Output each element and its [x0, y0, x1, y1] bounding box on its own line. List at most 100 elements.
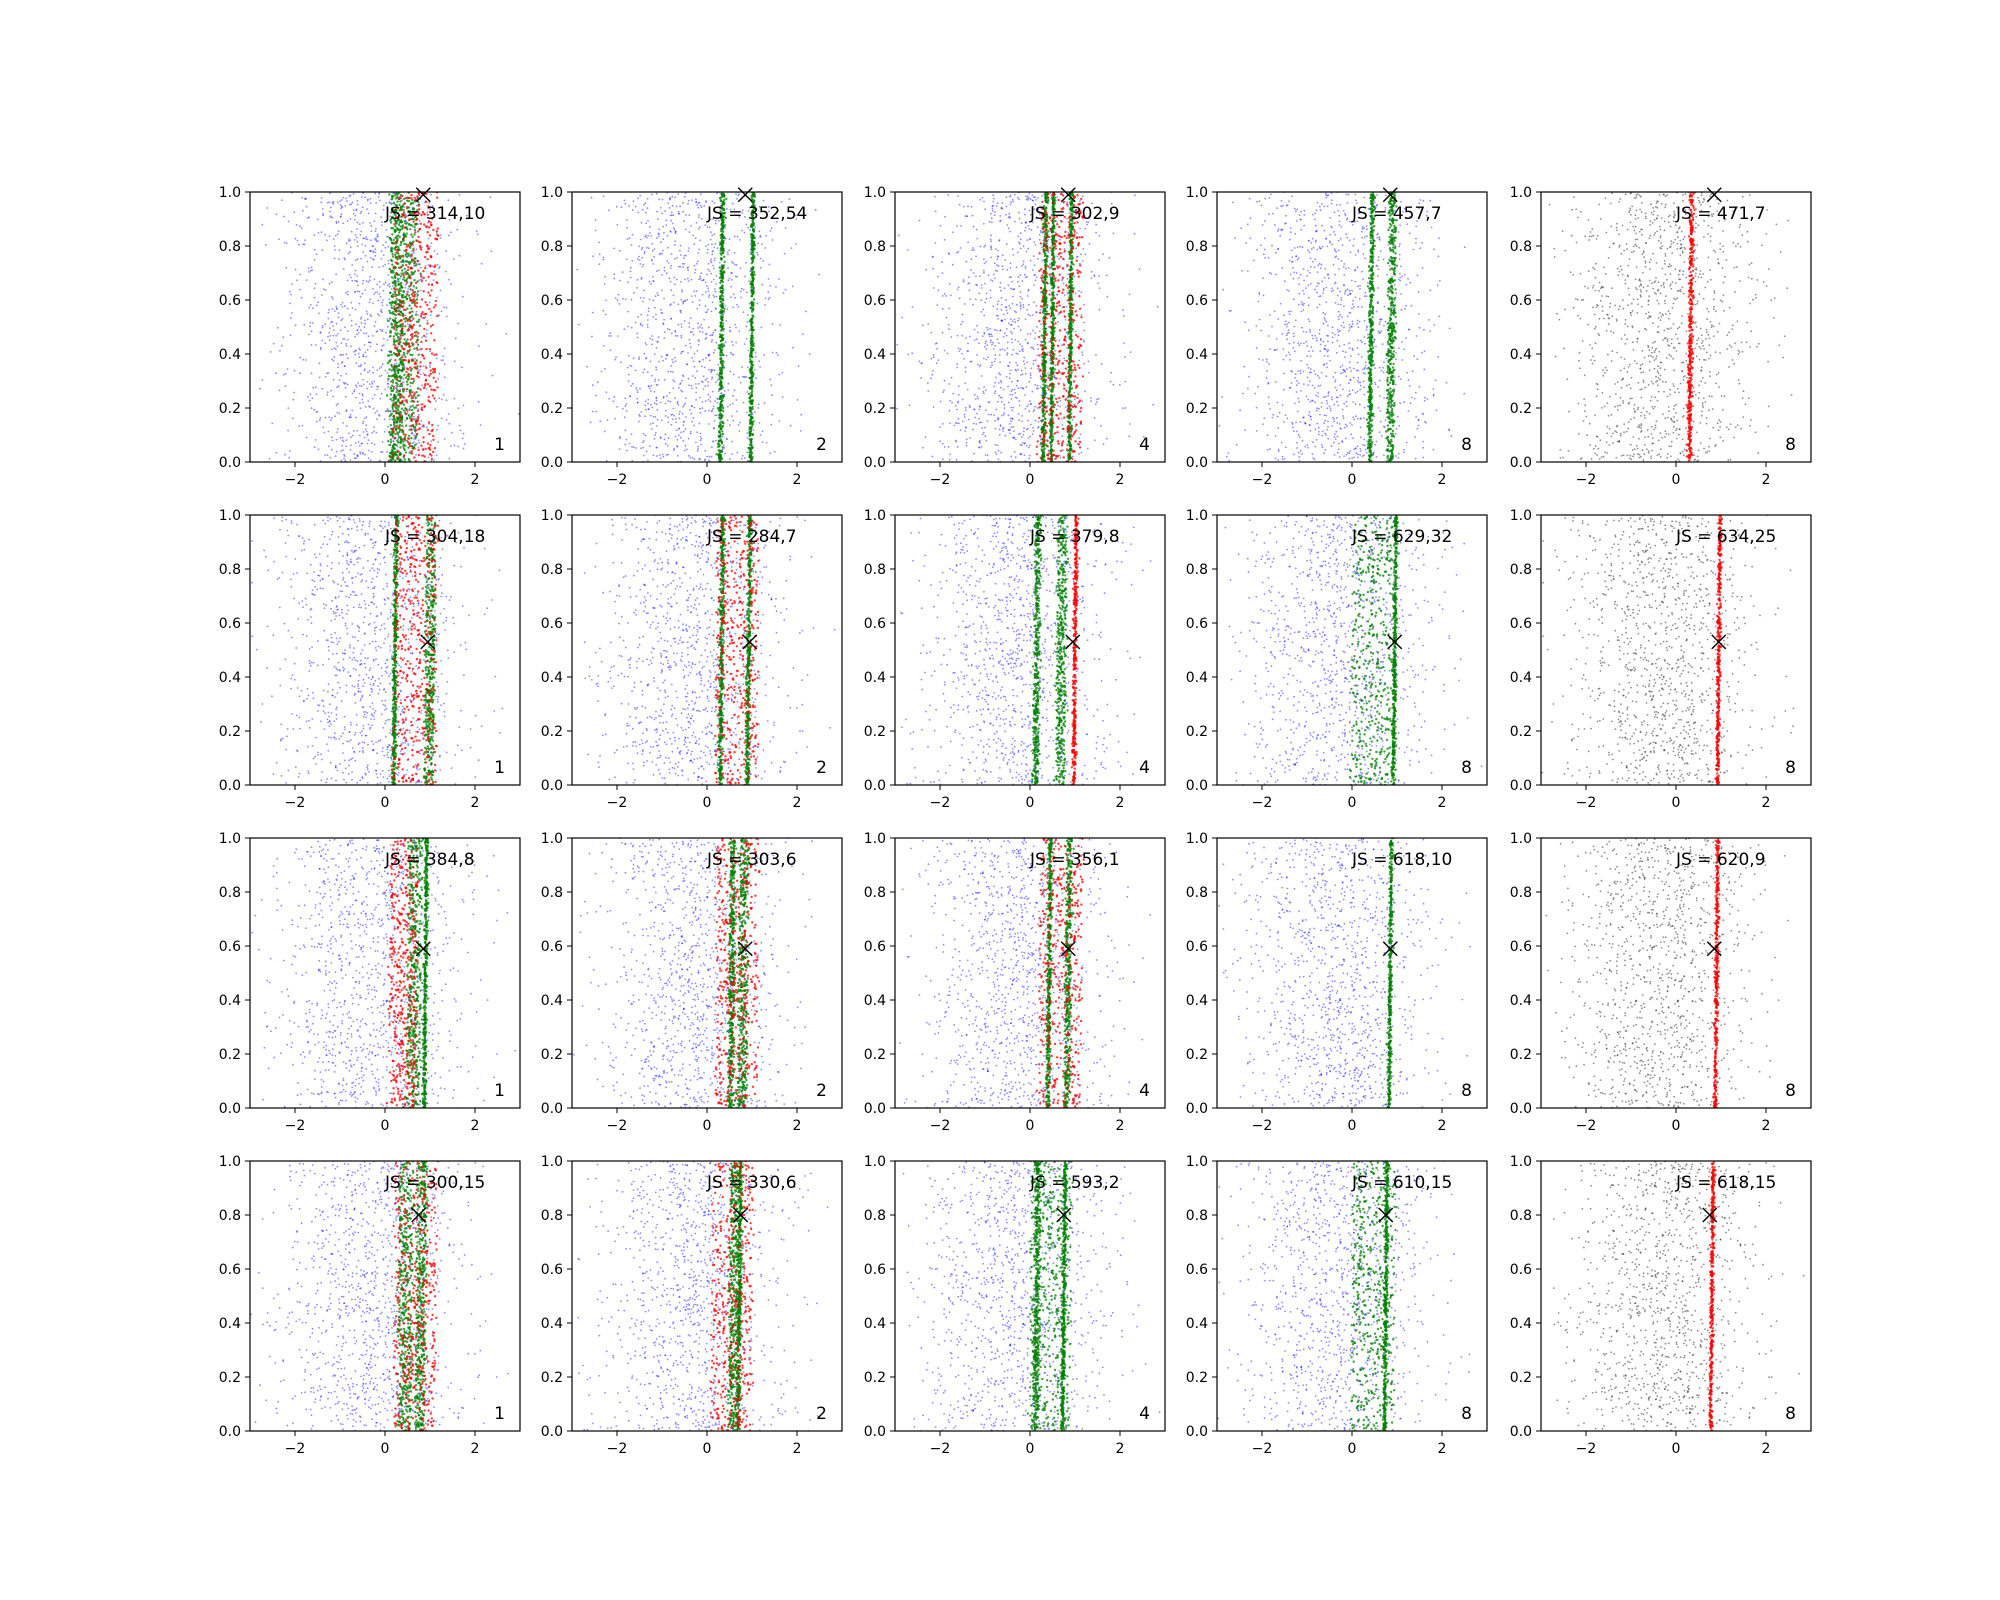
band-point: [400, 241, 403, 244]
band-point: [394, 397, 398, 400]
data-point: [321, 324, 324, 327]
data-point: [645, 222, 648, 225]
band-point: [412, 323, 415, 327]
data-point: [347, 357, 349, 360]
data-point: [686, 363, 688, 366]
data-point: [649, 360, 652, 363]
band-point: [719, 370, 722, 374]
data-point: [293, 391, 295, 394]
band-point: [414, 199, 417, 202]
data-point: [360, 322, 363, 324]
data-point: [687, 250, 690, 252]
data-point: [688, 214, 691, 217]
band-point: [404, 320, 407, 323]
data-point: [687, 266, 689, 269]
data-point: [711, 376, 714, 378]
data-point: [328, 235, 331, 238]
data-point: [353, 219, 356, 221]
data-point: [647, 402, 649, 405]
data-point: [369, 345, 372, 348]
band-point: [395, 454, 399, 457]
data-point: [307, 271, 310, 273]
data-point: [674, 240, 677, 243]
band-point: [390, 326, 394, 329]
data-point: [628, 442, 631, 445]
data-point: [1066, 293, 1069, 295]
data-point: [652, 275, 654, 278]
band-point: [721, 230, 725, 233]
data-point: [409, 385, 412, 387]
data-point: [687, 437, 690, 440]
data-point: [373, 293, 375, 296]
data-point: [299, 288, 301, 291]
band-point: [392, 396, 395, 399]
data-point: [684, 192, 687, 195]
band-point: [406, 199, 409, 202]
band-point: [413, 347, 416, 350]
data-point: [426, 211, 429, 214]
band-point: [413, 456, 416, 459]
data-point: [975, 255, 977, 258]
band-point: [400, 344, 403, 348]
band-point: [751, 405, 754, 409]
data-point: [654, 306, 656, 309]
data-point: [366, 208, 368, 211]
data-point: [961, 334, 963, 337]
y-tick-label: 1.0: [219, 185, 241, 201]
band-point: [413, 304, 417, 307]
data-point: [992, 194, 994, 197]
data-point: [324, 376, 327, 378]
data-point: [646, 207, 649, 210]
band-point: [423, 212, 426, 215]
band-point: [393, 305, 396, 308]
band-point: [719, 361, 723, 364]
band-point: [391, 195, 394, 198]
data-point: [713, 369, 716, 372]
data-point: [704, 281, 707, 284]
band-point: [416, 343, 420, 346]
data-point: [935, 362, 938, 365]
band-point: [721, 222, 724, 225]
data-point: [625, 219, 628, 222]
data-point: [687, 377, 690, 380]
data-point: [993, 273, 995, 276]
band-point: [432, 371, 435, 374]
data-point: [714, 288, 716, 290]
data-point: [284, 453, 286, 456]
band-point: [398, 254, 401, 257]
data-point: [708, 296, 710, 299]
band-point: [401, 227, 404, 230]
band-point: [392, 271, 395, 274]
data-point: [671, 418, 674, 421]
data-point: [349, 246, 352, 249]
data-point: [688, 384, 690, 387]
band-point: [410, 307, 413, 310]
band-point: [401, 322, 404, 325]
data-point: [667, 202, 670, 205]
data-point: [707, 243, 710, 246]
data-point: [373, 325, 376, 327]
data-point: [343, 338, 346, 340]
data-point: [626, 366, 629, 369]
band-point: [398, 324, 401, 328]
data-point: [1009, 372, 1011, 375]
band-point: [750, 372, 753, 375]
data-point: [963, 416, 966, 418]
data-point: [694, 295, 697, 297]
data-point: [759, 434, 762, 436]
data-point: [374, 320, 377, 323]
band-point: [402, 358, 406, 362]
band-point: [428, 432, 431, 436]
data-point: [747, 210, 750, 212]
data-point: [715, 381, 717, 384]
data-point: [1027, 288, 1030, 291]
data-point: [727, 382, 730, 385]
band-point: [751, 407, 754, 410]
band-point: [406, 319, 409, 322]
data-point: [651, 343, 653, 346]
data-point: [1018, 317, 1021, 320]
data-point: [314, 344, 317, 346]
data-point: [375, 431, 378, 434]
data-point: [1035, 311, 1038, 314]
data-point: [392, 440, 394, 442]
